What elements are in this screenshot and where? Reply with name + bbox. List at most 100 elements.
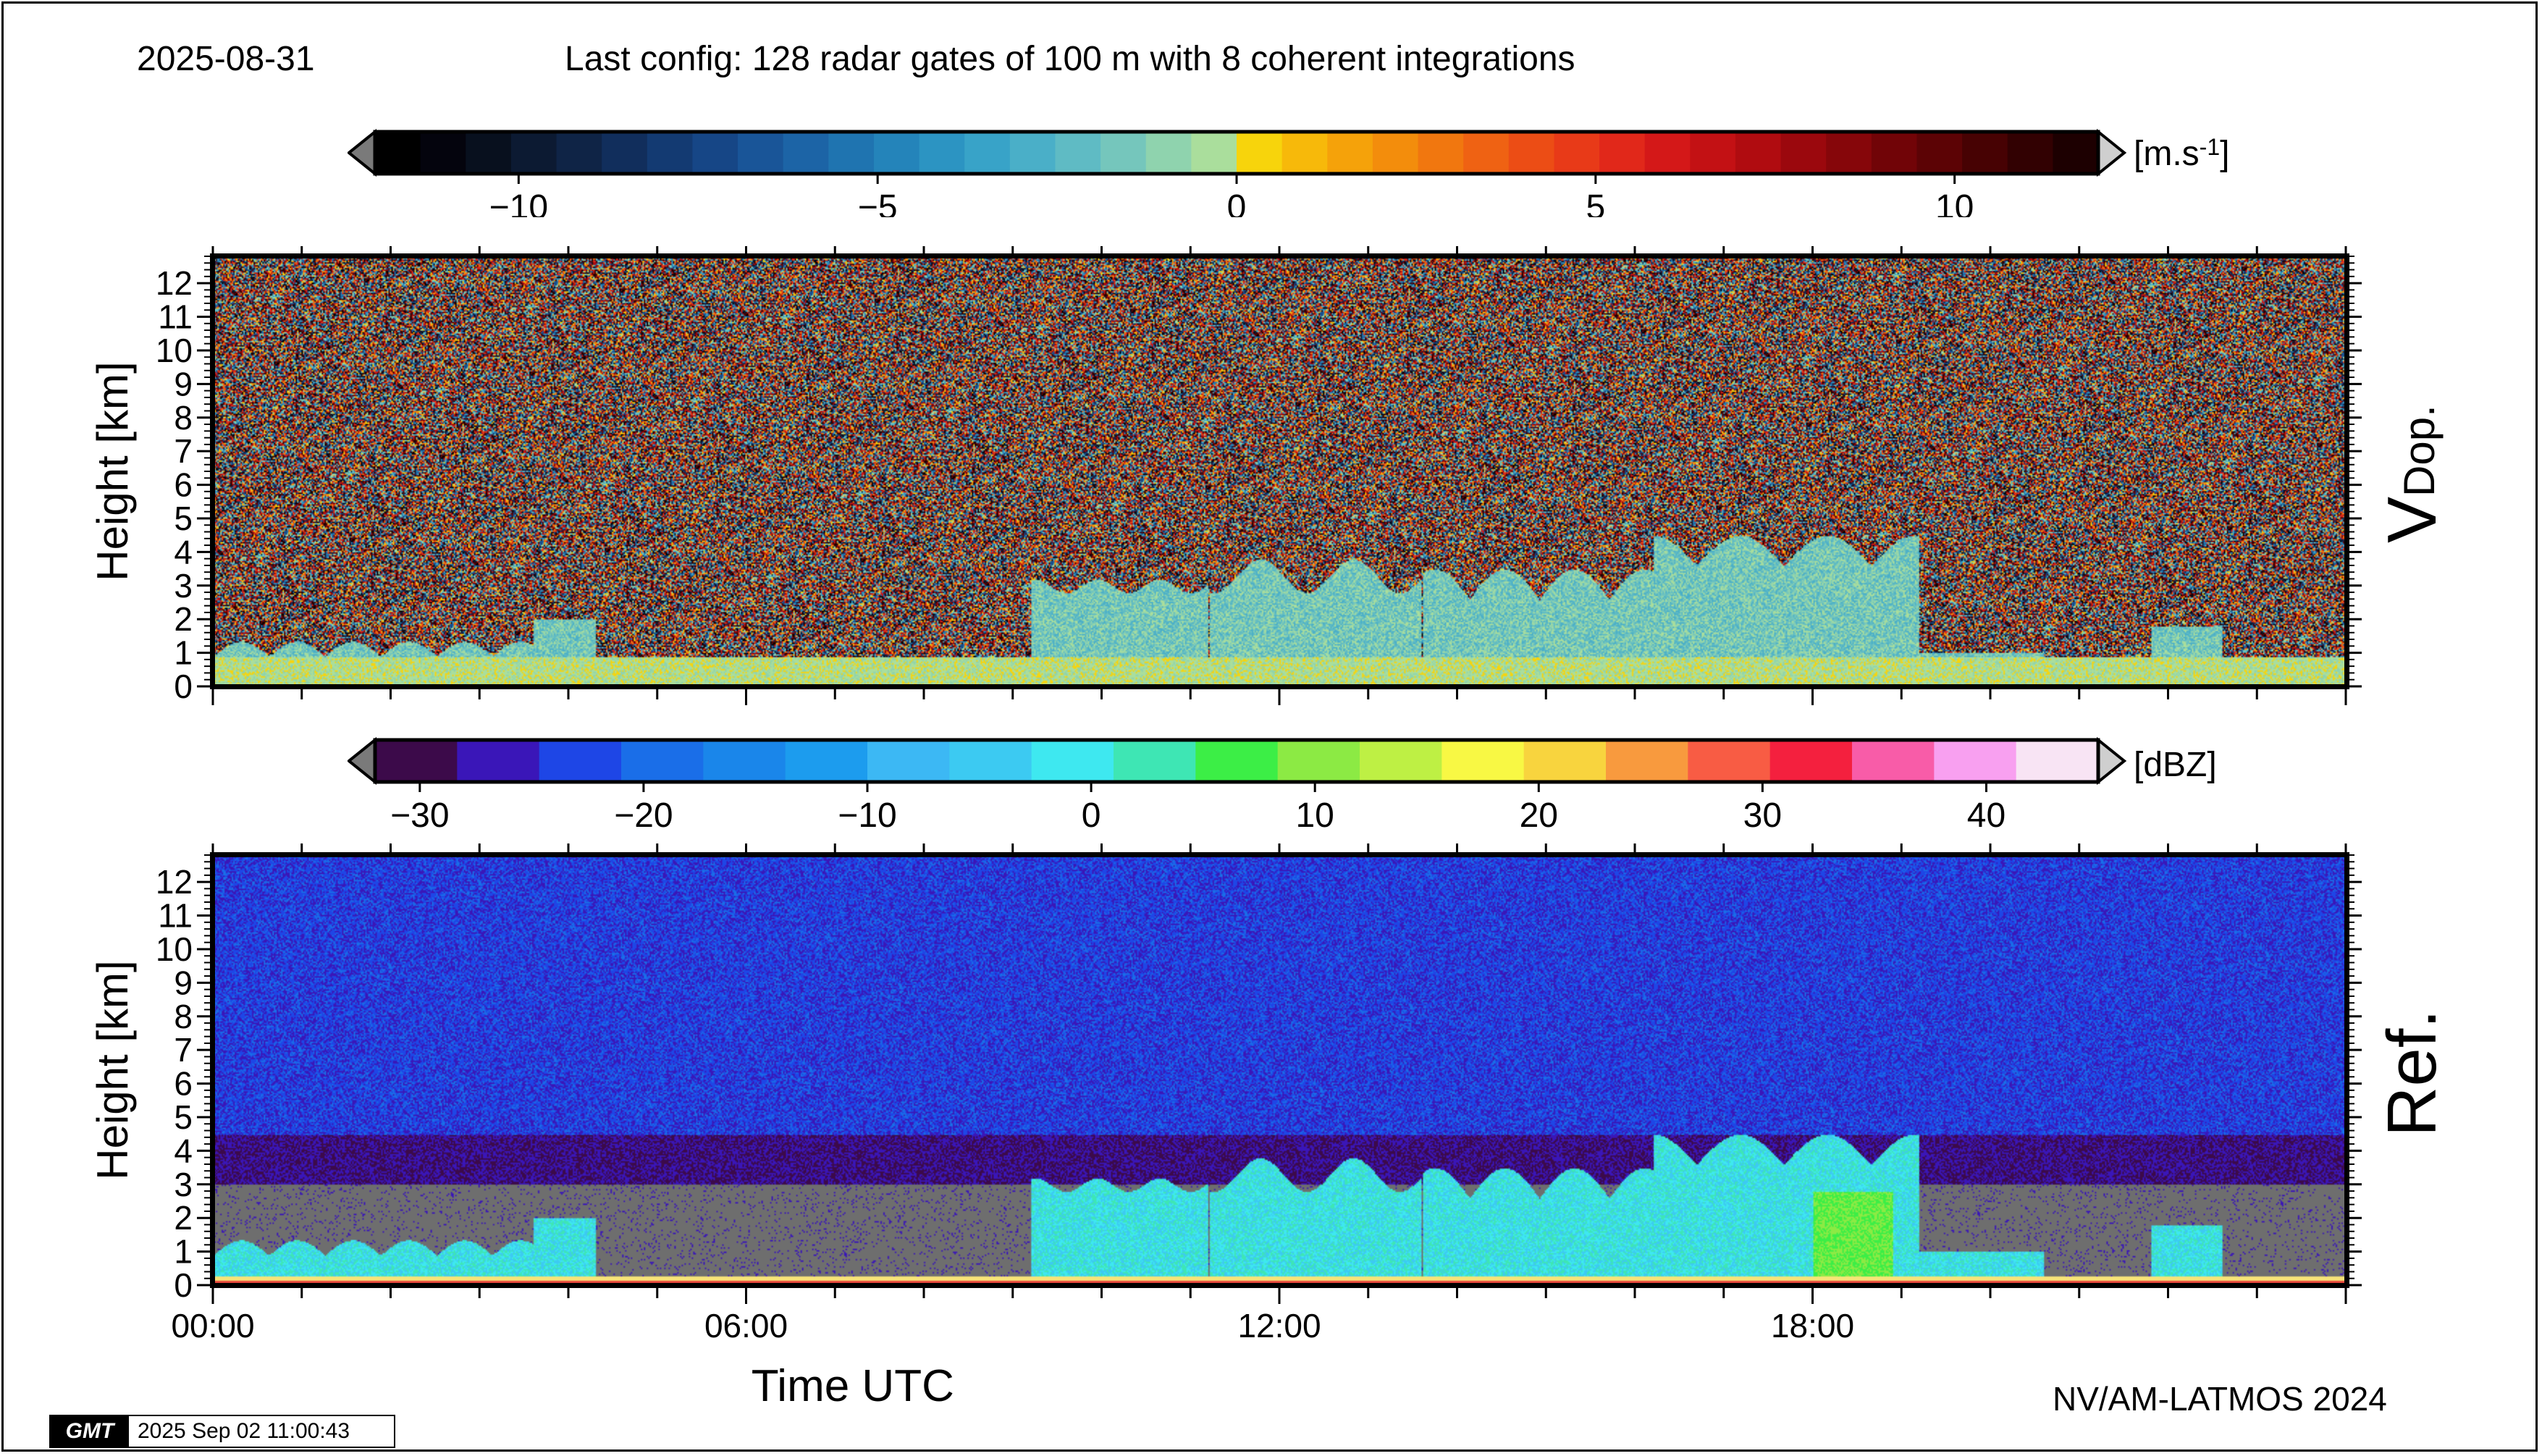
colorbar-swatch <box>1962 132 2008 174</box>
colorbar-swatch <box>1372 132 1419 174</box>
y-tick-label: 9 <box>174 964 193 1001</box>
colorbar-under-triangle <box>348 128 376 177</box>
colorbar-tick-label: 10 <box>1935 188 1974 217</box>
velocity-side-label: VDop. <box>2354 355 2451 565</box>
colorbar-tick-label: −20 <box>614 796 673 835</box>
velocity-colorbar-unit: [m.s-1] <box>2134 134 2229 173</box>
colorbar-tick-label: −5 <box>858 188 898 217</box>
y-tick-label: 10 <box>156 930 193 968</box>
colorbar-swatch <box>1735 132 1782 174</box>
y-tick-label: 11 <box>158 298 193 336</box>
colorbar-swatch <box>1442 740 1525 782</box>
colorbar-swatch <box>539 740 622 782</box>
colorbar-swatch <box>375 740 458 782</box>
colorbar-swatch <box>647 132 694 174</box>
colorbar-swatch <box>1523 740 1607 782</box>
colorbar-swatch <box>457 740 540 782</box>
colorbar-swatch <box>466 132 512 174</box>
colorbar-swatch <box>1100 132 1147 174</box>
y-tick-label: 0 <box>174 1266 193 1304</box>
colorbar-tick-label: 20 <box>1520 796 1558 835</box>
svg-text:VDop.: VDop. <box>2373 405 2449 543</box>
reflectivity-colorbar-unit: [dBZ] <box>2134 746 2217 784</box>
colorbar-swatch <box>510 132 557 174</box>
colorbar-swatch <box>1277 740 1360 782</box>
y-tick-label: 4 <box>174 533 193 571</box>
colorbar-swatch <box>949 740 1032 782</box>
colorbar-over-triangle <box>2097 128 2127 177</box>
colorbar-swatch <box>1599 132 1646 174</box>
x-tick-label: 00:00 <box>171 1307 254 1345</box>
colorbar-swatch <box>556 132 602 174</box>
colorbar-swatch <box>2007 132 2053 174</box>
colorbar-tick-label: 10 <box>1295 796 1334 835</box>
svg-text:Ref.: Ref. <box>2373 1009 2449 1137</box>
colorbar-swatch <box>828 132 875 174</box>
y-axis-label: Height [km] <box>88 361 137 581</box>
colorbar-swatch <box>621 740 704 782</box>
colorbar-swatch <box>1327 132 1373 174</box>
colorbar-swatch <box>375 132 421 174</box>
y-tick-label: 2 <box>174 600 193 638</box>
y-tick-label: 6 <box>174 1065 193 1103</box>
colorbar-swatch <box>785 740 868 782</box>
colorbar-tick-label: −10 <box>489 188 548 217</box>
colorbar-swatch <box>783 132 829 174</box>
colorbar-tick-label: −10 <box>838 796 896 835</box>
colorbar-swatch <box>602 132 648 174</box>
colorbar-swatch <box>1690 132 1736 174</box>
colorbar-swatch <box>1195 740 1279 782</box>
y-tick-label: 3 <box>174 1166 193 1203</box>
y-tick-label: 2 <box>174 1199 193 1237</box>
x-axis-label: Time UTC <box>752 1361 954 1411</box>
colorbar-swatch <box>873 132 920 174</box>
colorbar-swatch <box>1463 132 1510 174</box>
colorbar-swatch <box>1780 132 1827 174</box>
y-tick-label: 1 <box>174 634 193 672</box>
y-tick-label: 8 <box>174 998 193 1035</box>
velocity-colorbar: −10 −5 0 5 10 [m.s-1] <box>348 128 2229 217</box>
y-tick-label: 5 <box>174 1098 193 1136</box>
colorbar-swatch <box>919 132 965 174</box>
colorbar-swatch <box>703 740 786 782</box>
y-tick-label: 6 <box>174 466 193 504</box>
colorbar-tick-label: 0 <box>1082 796 1101 835</box>
colorbar-swatch <box>1055 132 1101 174</box>
colorbar-swatch <box>1360 740 1442 782</box>
colorbar-swatch <box>1644 132 1691 174</box>
y-tick-label: 3 <box>174 567 193 605</box>
colorbar-swatch <box>2016 740 2099 782</box>
x-tick-label: 06:00 <box>704 1307 788 1345</box>
reflectivity-colorbar: −30 −20 −10 0 10 20 30 40 [dBZ] <box>348 736 2217 835</box>
credit-label: NV/AM-LATMOS 2024 <box>2053 1380 2387 1418</box>
colorbar-tick-label: 30 <box>1743 796 1782 835</box>
colorbar-swatch <box>964 132 1011 174</box>
colorbar-tick-label: 5 <box>1586 188 1605 217</box>
colorbar-swatch <box>1114 740 1196 782</box>
y-tick-label: 8 <box>174 399 193 437</box>
colorbar-swatch <box>738 132 784 174</box>
y-tick-label: 9 <box>174 365 193 403</box>
x-tick-label: 12:00 <box>1237 1307 1321 1345</box>
colorbar-swatch <box>1916 132 1963 174</box>
y-tick-label: 7 <box>174 1031 193 1069</box>
colorbar-swatch <box>1145 132 1192 174</box>
colorbar-frame <box>373 738 2100 784</box>
y-tick-label: 7 <box>174 432 193 470</box>
velocity-heatmap <box>213 256 2346 686</box>
colorbar-under-triangle <box>348 736 376 786</box>
colorbar-swatch <box>1871 132 1918 174</box>
colorbar-swatch <box>1688 740 1771 782</box>
colorbar-swatch <box>692 132 738 174</box>
colorbar-swatch <box>1281 132 1328 174</box>
colorbar-swatch <box>420 132 466 174</box>
colorbar-tick-label: −30 <box>390 796 449 835</box>
colorbar-over-triangle <box>2097 736 2127 786</box>
x-tick-label: 18:00 <box>1771 1307 1854 1345</box>
gmt-logo: GMT <box>51 1416 129 1447</box>
generation-timestamp: 2025 Sep 02 11:00:43 <box>138 1419 350 1443</box>
y-tick-label: 0 <box>174 668 193 705</box>
colorbar-swatch <box>1508 132 1555 174</box>
